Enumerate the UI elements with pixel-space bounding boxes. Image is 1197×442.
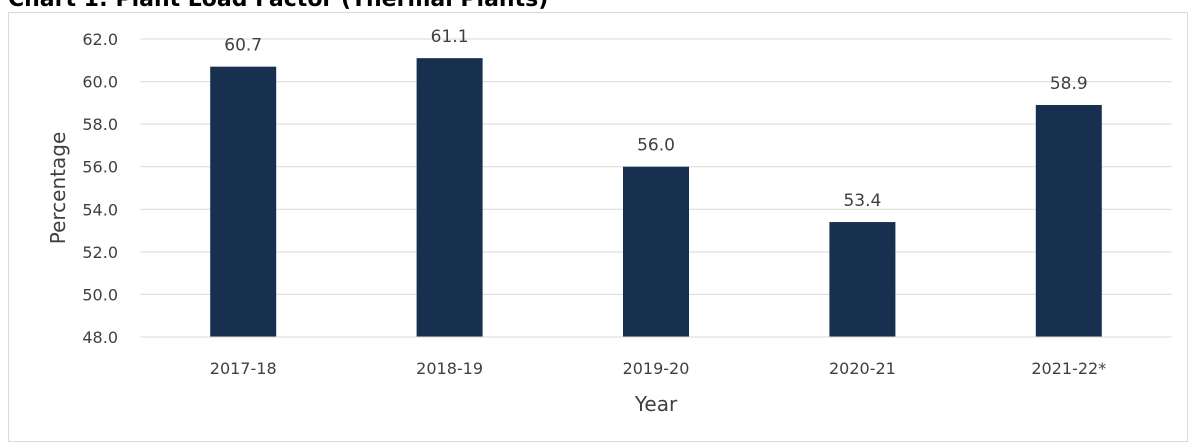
x-axis-label: Year — [634, 392, 678, 416]
y-tick-label: 48.0 — [82, 328, 118, 347]
x-tick-label: 2017-18 — [210, 359, 277, 378]
x-tick-label: 2020-21 — [829, 359, 896, 378]
y-axis-label: Percentage — [46, 132, 70, 245]
bar-2020-21 — [829, 222, 896, 337]
chart-frame — [8, 12, 1188, 442]
data-label: 60.7 — [224, 36, 262, 56]
chart-title: Chart 1: Plant Load Factor (Thermal Plan… — [8, 0, 548, 13]
bar-2021-22* — [1035, 104, 1102, 337]
data-label: 53.4 — [843, 191, 881, 211]
data-labels: 60.7 61.1 56.0 53.4 58.9 — [224, 27, 1087, 211]
y-tick-label: 50.0 — [82, 285, 118, 304]
y-tick-label: 56.0 — [82, 158, 118, 177]
bar-2018-19 — [416, 58, 483, 338]
bar-2019-20 — [623, 166, 689, 337]
x-axis-ticks: 2017-18 2018-19 2019-20 2020-21 2021-22* — [210, 359, 1106, 378]
data-label: 61.1 — [431, 27, 469, 47]
y-tick-label: 54.0 — [82, 200, 118, 219]
y-tick-label: 60.0 — [82, 73, 118, 92]
data-label: 58.9 — [1050, 74, 1088, 94]
y-axis-ticks: 48.0 50.0 52.0 54.0 56.0 58.0 60.0 62.0 — [82, 30, 118, 347]
x-tick-label: 2019-20 — [623, 359, 690, 378]
y-tick-label: 62.0 — [82, 30, 118, 49]
data-label: 56.0 — [637, 136, 675, 156]
x-tick-label: 2018-19 — [416, 359, 483, 378]
y-tick-label: 52.0 — [82, 243, 118, 262]
bar-2017-18 — [210, 66, 277, 338]
y-tick-label: 58.0 — [82, 115, 118, 134]
bars — [210, 58, 1102, 338]
x-tick-label: 2021-22* — [1031, 359, 1106, 378]
